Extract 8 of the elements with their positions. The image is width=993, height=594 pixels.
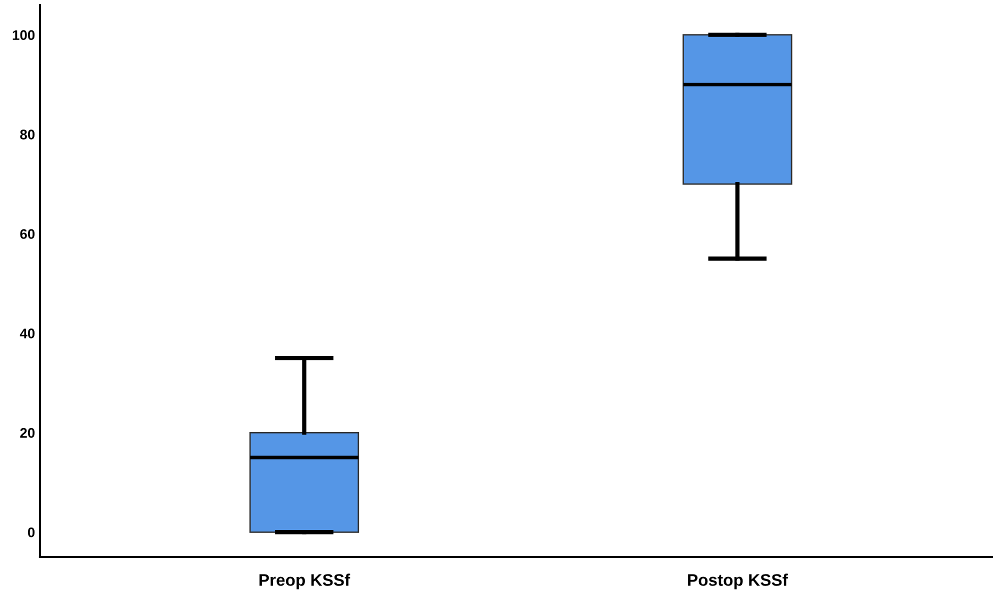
y-tick-label: 20 [20,428,35,438]
y-tick-label: 60 [20,229,35,239]
y-tick-label: 100 [12,30,35,40]
x-tick-label: Postop KSSf [688,574,788,590]
y-tick-label: 80 [20,130,35,140]
x-tick-label: Preop KSSf [260,574,350,590]
y-tick-label: 0 [28,527,35,538]
y-tick-label: 40 [20,328,35,338]
